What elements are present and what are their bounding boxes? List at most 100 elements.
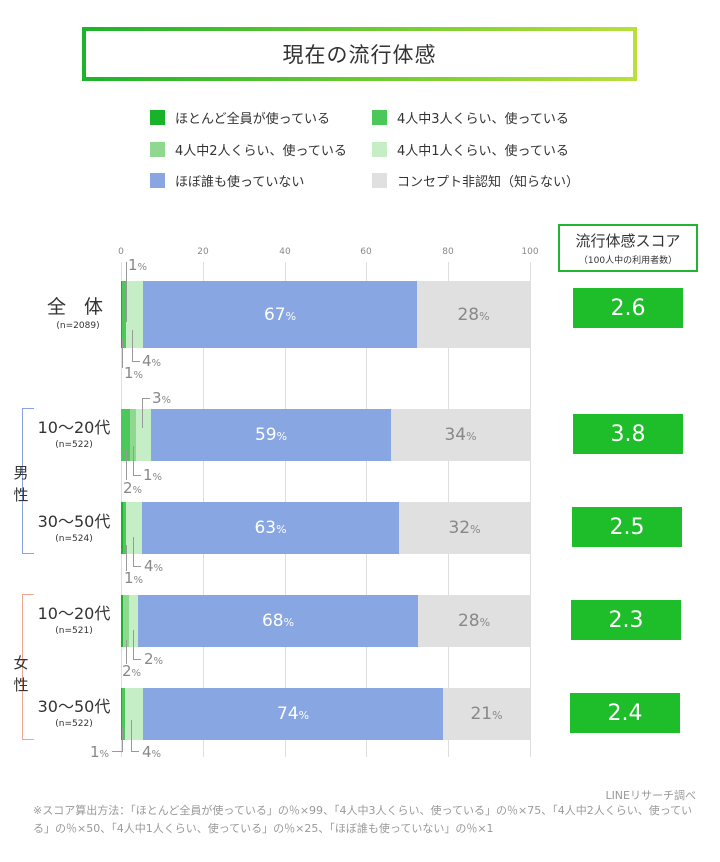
stacked-bar-male-10-20: 59% 34% xyxy=(121,409,530,461)
legend-item-1-of-4: 4人中1人くらい、使っている xyxy=(372,140,569,159)
row-label-text: 全 体 xyxy=(46,296,110,318)
x-tick: 100 xyxy=(521,247,539,257)
seg-almost-none: 67% xyxy=(143,281,417,348)
annotation-value: 1% xyxy=(124,569,144,587)
chart-title-box: 現在の流行体感 xyxy=(82,27,637,81)
seg-1-of-4 xyxy=(126,281,143,348)
leader-line xyxy=(133,537,141,567)
x-tick: 20 xyxy=(197,247,209,257)
seg-3-of-4 xyxy=(122,688,125,740)
leader-line xyxy=(133,630,141,660)
row-sample-size: (n=2089) xyxy=(56,321,100,331)
annotation-value: 1% xyxy=(124,364,144,382)
score-male-30-50: 2.5 xyxy=(572,507,682,547)
annotation-value: 1% xyxy=(128,256,148,274)
x-tick: 60 xyxy=(360,247,372,257)
legend-label: コンセプト非認知（知らない） xyxy=(397,175,580,190)
row-label-text: 30〜50代 xyxy=(37,697,111,716)
leader-line xyxy=(132,330,140,362)
score-total: 2.6 xyxy=(573,288,683,328)
score-method-note: ※スコア算出方法：「ほとんど全員が使っている」の％×99、「4人中3人くらい、使… xyxy=(33,804,693,835)
female-group-bracket xyxy=(22,594,34,740)
score-female-30-50: 2.4 xyxy=(570,693,680,733)
stacked-bar-female-30-50: 74% 21% xyxy=(121,688,530,740)
annotation-value: 2% xyxy=(144,650,164,668)
seg-almost-none: 74% xyxy=(143,688,443,740)
score-header-subtitle: （100人中の利用者数） xyxy=(578,256,678,266)
seg-unaware: 28% xyxy=(417,281,530,348)
seg-almost-none: 63% xyxy=(142,502,399,554)
leader-line xyxy=(126,450,127,480)
annotation-value: 1% xyxy=(143,466,163,484)
legend-swatch-icon xyxy=(372,110,387,125)
row-label-text: 30〜50代 xyxy=(37,512,111,531)
legend-item-3-of-4: 4人中3人くらい、使っている xyxy=(372,108,569,127)
score-female-10-20: 2.3 xyxy=(571,600,681,640)
score-male-10-20: 3.8 xyxy=(573,414,683,454)
legend-label: 4人中1人くらい、使っている xyxy=(397,144,569,159)
legend-swatch-icon xyxy=(372,173,387,188)
row-label-male-30-50: 30〜50代 (n=524) xyxy=(34,508,114,544)
leader-line xyxy=(126,262,127,322)
seg-almost-all xyxy=(121,688,122,740)
chart-title: 現在の流行体感 xyxy=(282,43,437,67)
annotation-value: 2% xyxy=(123,479,143,497)
leader-line xyxy=(126,545,127,571)
annotation-value: 4% xyxy=(142,743,162,761)
stacked-bar-female-10-20: 68% 28% xyxy=(121,595,530,647)
gridline xyxy=(530,262,531,757)
leader-line xyxy=(131,720,139,752)
seg-1-of-4 xyxy=(125,688,143,740)
seg-1-of-4 xyxy=(136,409,151,461)
row-label-text: 10〜20代 xyxy=(37,418,111,437)
annotation-value: 3% xyxy=(152,389,172,407)
row-sample-size: (n=524) xyxy=(55,534,93,544)
seg-almost-none: 68% xyxy=(138,595,418,647)
legend-item-2-of-4: 4人中2人くらい、使っている xyxy=(150,140,347,159)
leader-line xyxy=(142,398,150,428)
legend-item-almost-all: ほとんど全員が使っている xyxy=(150,108,330,127)
stacked-bar-total: 67% 28% xyxy=(121,281,530,348)
male-group-bracket xyxy=(22,408,34,554)
seg-3-of-4 xyxy=(123,502,126,554)
annotation-value: 2% xyxy=(122,662,142,680)
legend-label: 4人中2人くらい、使っている xyxy=(175,144,347,159)
row-label-female-30-50: 30〜50代 (n=522) xyxy=(34,693,114,729)
legend-swatch-icon xyxy=(150,142,165,157)
seg-2-of-4 xyxy=(130,409,136,461)
leader-line xyxy=(122,340,123,368)
seg-3-of-4 xyxy=(122,281,126,348)
annotation-value: 1% xyxy=(90,743,110,761)
score-header-title: 流行体感スコア xyxy=(575,232,681,250)
seg-2-of-4 xyxy=(123,595,129,647)
row-label-total: 全 体 (n=2089) xyxy=(38,292,118,331)
row-sample-size: (n=522) xyxy=(55,719,93,729)
x-tick: 80 xyxy=(442,247,454,257)
leader-line xyxy=(133,446,141,476)
legend-label: 4人中3人くらい、使っている xyxy=(397,112,569,127)
seg-unaware: 32% xyxy=(399,502,530,554)
row-sample-size: (n=521) xyxy=(55,626,93,636)
seg-almost-none: 59% xyxy=(151,409,391,461)
x-tick: 0 xyxy=(118,247,124,257)
group-label-male: 男性 xyxy=(13,464,29,504)
row-label-female-10-20: 10〜20代 (n=521) xyxy=(34,600,114,636)
legend-item-unaware: コンセプト非認知（知らない） xyxy=(372,171,579,190)
x-tick: 40 xyxy=(279,247,291,257)
seg-unaware: 34% xyxy=(391,409,530,461)
leader-line xyxy=(126,640,127,664)
seg-almost-all xyxy=(121,502,123,554)
group-label-female: 女性 xyxy=(13,654,29,694)
leader-line xyxy=(112,728,123,752)
legend-swatch-icon xyxy=(372,142,387,157)
stacked-bar-male-30-50: 63% 32% xyxy=(121,502,530,554)
legend-swatch-icon xyxy=(150,110,165,125)
legend-item-almost-none: ほぼ誰も使っていない xyxy=(150,171,304,190)
legend-swatch-icon xyxy=(150,173,165,188)
seg-unaware: 28% xyxy=(418,595,530,647)
seg-1-of-4 xyxy=(129,595,138,647)
seg-1-of-4 xyxy=(126,502,142,554)
annotation-value: 4% xyxy=(144,557,164,575)
legend-label: ほとんど全員が使っている xyxy=(175,112,330,127)
seg-unaware: 21% xyxy=(443,688,530,740)
